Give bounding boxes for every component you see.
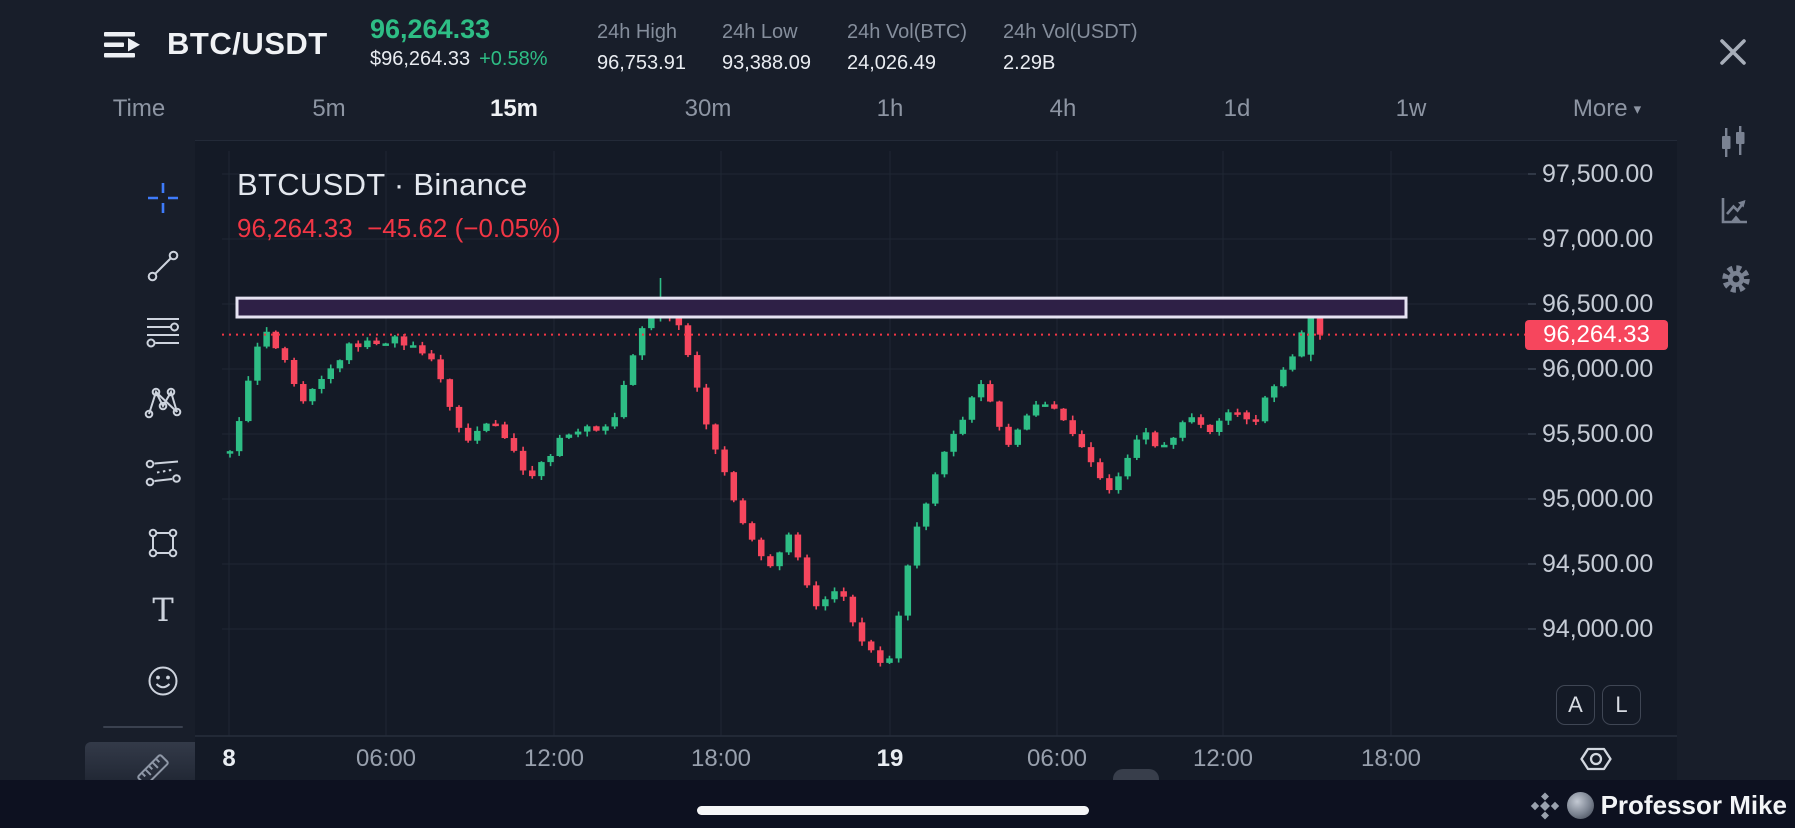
bottom-strip: Professor Mike <box>0 780 1795 828</box>
timeframe-1w[interactable]: 1w <box>1395 95 1427 122</box>
indicators-button[interactable] <box>1716 192 1756 232</box>
settings-icon <box>1722 265 1750 293</box>
status-change-pct: (−0.05%) <box>454 213 561 243</box>
timeframe-time[interactable]: Time <box>112 95 166 122</box>
y-axis-label: 95,000.00 <box>1542 485 1654 513</box>
scale-settings-button[interactable] <box>1579 742 1613 776</box>
stat-value: 96,753.91 <box>597 52 686 74</box>
trend-line-icon <box>147 250 179 282</box>
rectangle-drawing[interactable] <box>235 296 1408 319</box>
timeframe-4h[interactable]: 4h <box>1049 95 1077 122</box>
x-axis-label: 18:00 <box>1360 745 1422 772</box>
pair-title[interactable]: BTC/USDT <box>167 26 328 61</box>
y-axis-label: 95,500.00 <box>1542 420 1654 448</box>
menu-icon <box>104 32 140 58</box>
timeframe-5m[interactable]: 5m <box>312 95 346 122</box>
timeframe-1d[interactable]: 1d <box>1223 95 1251 122</box>
fiat-price: $96,264.33 <box>370 48 471 70</box>
crosshair-icon <box>148 183 178 213</box>
compare-candles-button[interactable] <box>1716 124 1756 164</box>
last-price: 96,264.33 <box>370 14 491 44</box>
indicators-icon <box>1721 198 1747 224</box>
watermark-text: Professor Mike <box>1600 790 1787 820</box>
tool-parallel-channel-button[interactable] <box>143 453 183 493</box>
rectangle-icon <box>148 528 178 558</box>
x-axis-label: 06:00 <box>1026 745 1088 772</box>
stat-value: 93,388.09 <box>721 52 811 74</box>
timeframe-30m[interactable]: 30m <box>684 95 732 122</box>
market-stats-row: 24h High 96,753.91 24h Low 93,388.09 24h Vol… <box>597 21 1138 75</box>
x-axis-label: 18:00 <box>690 745 752 772</box>
stat-24h-high: 24h High 96,753.91 <box>597 21 686 75</box>
text-icon: T <box>152 591 174 629</box>
stat-24h-low: 24h Low 93,388.09 <box>722 21 811 75</box>
chart-panel: BTCUSDT · Binance 96,264.33 −45.62 (−0.0… <box>195 140 1677 828</box>
timeframe-15m[interactable]: 15m <box>489 95 539 122</box>
avatar-emblem <box>1566 792 1594 819</box>
xabcd-pattern-icon <box>144 387 182 419</box>
stat-24h-vol-usdt-: 24h Vol(USDT) 2.29B <box>1003 21 1138 75</box>
svg-text:T: T <box>152 591 174 629</box>
menu-button[interactable] <box>104 31 148 59</box>
change-percent: +0.58% <box>479 48 548 70</box>
timeframe-more[interactable]: More ▾ <box>1572 95 1642 122</box>
chart-status-line: 96,264.33 −45.62 (−0.05%) <box>237 213 561 244</box>
tool-emoji-button[interactable] <box>143 661 183 701</box>
x-axis-label: 19 <box>876 745 904 772</box>
stat-label: 24h Vol(USDT) <box>1003 21 1138 43</box>
auto-scale-button[interactable]: A <box>1556 685 1595 725</box>
y-axis-label: 96,500.00 <box>1542 290 1654 318</box>
timeframe-1h[interactable]: 1h <box>876 95 904 122</box>
stat-label: 24h Vol(BTC) <box>846 21 968 43</box>
emoji-icon <box>148 666 178 696</box>
current-price-tag: 96,264.33 <box>1525 319 1668 350</box>
tool-trend-line-button[interactable] <box>143 246 183 286</box>
x-axis-label: 12:00 <box>523 745 585 772</box>
watermark: Professor Mike <box>1530 790 1787 821</box>
y-axis-label: 94,500.00 <box>1542 550 1654 578</box>
y-axis-label: 97,500.00 <box>1542 160 1654 188</box>
horizontal-line-icon <box>146 318 179 348</box>
close-icon <box>1720 39 1746 65</box>
tool-crosshair-button[interactable] <box>143 178 183 218</box>
stat-label: 24h Low <box>721 21 798 43</box>
toolbar-divider <box>103 726 183 728</box>
y-axis-label: 94,000.00 <box>1542 615 1654 643</box>
chevron-down-icon: ▾ <box>1633 101 1642 118</box>
binance-logo-icon <box>1530 792 1559 819</box>
status-change: −45.62 <box>367 213 448 243</box>
y-axis-label: 96,000.00 <box>1542 355 1654 383</box>
x-axis-label: 8 <box>222 745 236 772</box>
hexagon-target-icon <box>1580 747 1612 771</box>
tool-text-button[interactable]: T <box>143 591 183 631</box>
x-axis-label: 06:00 <box>355 745 417 772</box>
tool-rectangle-button[interactable] <box>143 523 183 563</box>
y-axis-label: 97,000.00 <box>1542 225 1654 253</box>
chart-title: BTCUSDT · Binance <box>237 167 528 202</box>
log-scale-button[interactable]: L <box>1602 685 1641 725</box>
status-price: 96,264.33 <box>237 213 353 243</box>
candlestick-chart[interactable] <box>195 141 1677 781</box>
settings-button[interactable] <box>1716 259 1756 299</box>
x-axis-label: 12:00 <box>1192 745 1254 772</box>
stat-value: 2.29B <box>1003 52 1056 74</box>
tool-xabcd-pattern-button[interactable] <box>143 383 183 423</box>
close-button[interactable] <box>1714 33 1752 71</box>
parallel-channel-icon <box>145 459 181 487</box>
stat-label: 24h High <box>597 21 678 43</box>
stat-24h-vol-btc-: 24h Vol(BTC) 24,026.49 <box>847 21 967 75</box>
tool-horizontal-line-button[interactable] <box>143 312 183 352</box>
stat-value: 24,026.49 <box>846 52 936 74</box>
home-indicator <box>697 806 1089 815</box>
compare-candles-icon <box>1722 126 1745 157</box>
